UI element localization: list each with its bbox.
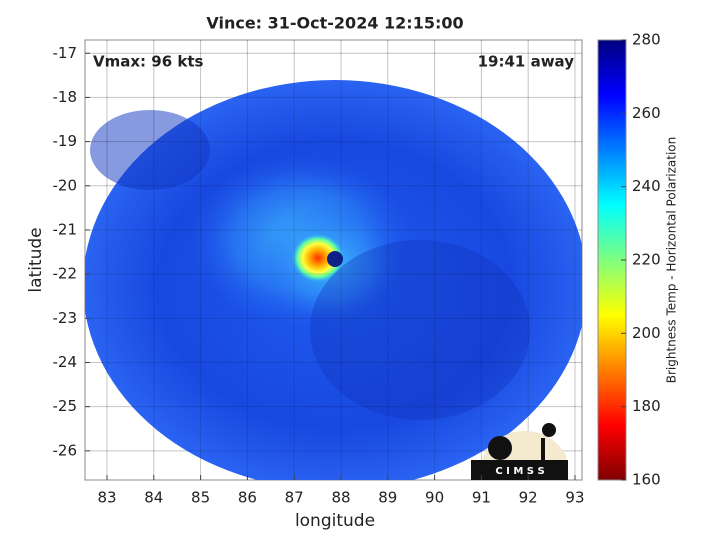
y-tick-label: -21 bbox=[53, 220, 78, 238]
colorbar-tick-label: 220 bbox=[632, 251, 661, 269]
x-axis-label: longitude bbox=[295, 511, 375, 531]
x-tick-label: 83 bbox=[97, 489, 116, 507]
colorbar-label: Brightness Temp - Horizontal Polarizatio… bbox=[665, 137, 679, 384]
x-tick-label: 84 bbox=[144, 489, 163, 507]
chart-title: Vince: 31-Oct-2024 12:15:00 bbox=[206, 14, 463, 33]
y-tick-label: -25 bbox=[53, 397, 78, 415]
y-tick-label: -23 bbox=[53, 309, 78, 327]
x-tick-label: 92 bbox=[519, 489, 538, 507]
x-tick-label: 90 bbox=[425, 489, 444, 507]
y-tick-label: -18 bbox=[53, 88, 78, 106]
y-tick-label: -26 bbox=[53, 441, 78, 459]
satellite-image bbox=[85, 80, 582, 480]
x-tick-label: 87 bbox=[285, 489, 304, 507]
colorbar-tick-label: 280 bbox=[632, 31, 661, 49]
colorbar-tick-label: 240 bbox=[632, 177, 661, 195]
y-tick-label: -17 bbox=[53, 44, 78, 62]
x-tick-label: 86 bbox=[238, 489, 257, 507]
y-axis-label: latitude bbox=[26, 227, 46, 292]
colorbar-tick-label: 260 bbox=[632, 104, 661, 122]
x-tick-label: 89 bbox=[378, 489, 397, 507]
y-tick-label: -19 bbox=[53, 132, 78, 150]
x-tick-label: 85 bbox=[191, 489, 210, 507]
annotation: 19:41 away bbox=[478, 53, 575, 71]
x-tick-label: 91 bbox=[472, 489, 491, 507]
annotation: Vmax: 96 kts bbox=[93, 53, 203, 71]
y-tick-label: -20 bbox=[53, 176, 78, 194]
logo-text: C I M S S bbox=[495, 466, 544, 477]
grid-overlay bbox=[85, 40, 582, 480]
logo: C I M S S bbox=[471, 423, 568, 480]
x-tick-label: 88 bbox=[331, 489, 350, 507]
colorbar-tick-label: 180 bbox=[632, 397, 661, 415]
x-tick-label: 93 bbox=[565, 489, 584, 507]
colorbar-tick-label: 160 bbox=[632, 471, 661, 489]
colorbar-tick-label: 200 bbox=[632, 324, 661, 342]
y-tick-label: -22 bbox=[53, 265, 78, 283]
y-tick-label: -24 bbox=[53, 353, 78, 371]
